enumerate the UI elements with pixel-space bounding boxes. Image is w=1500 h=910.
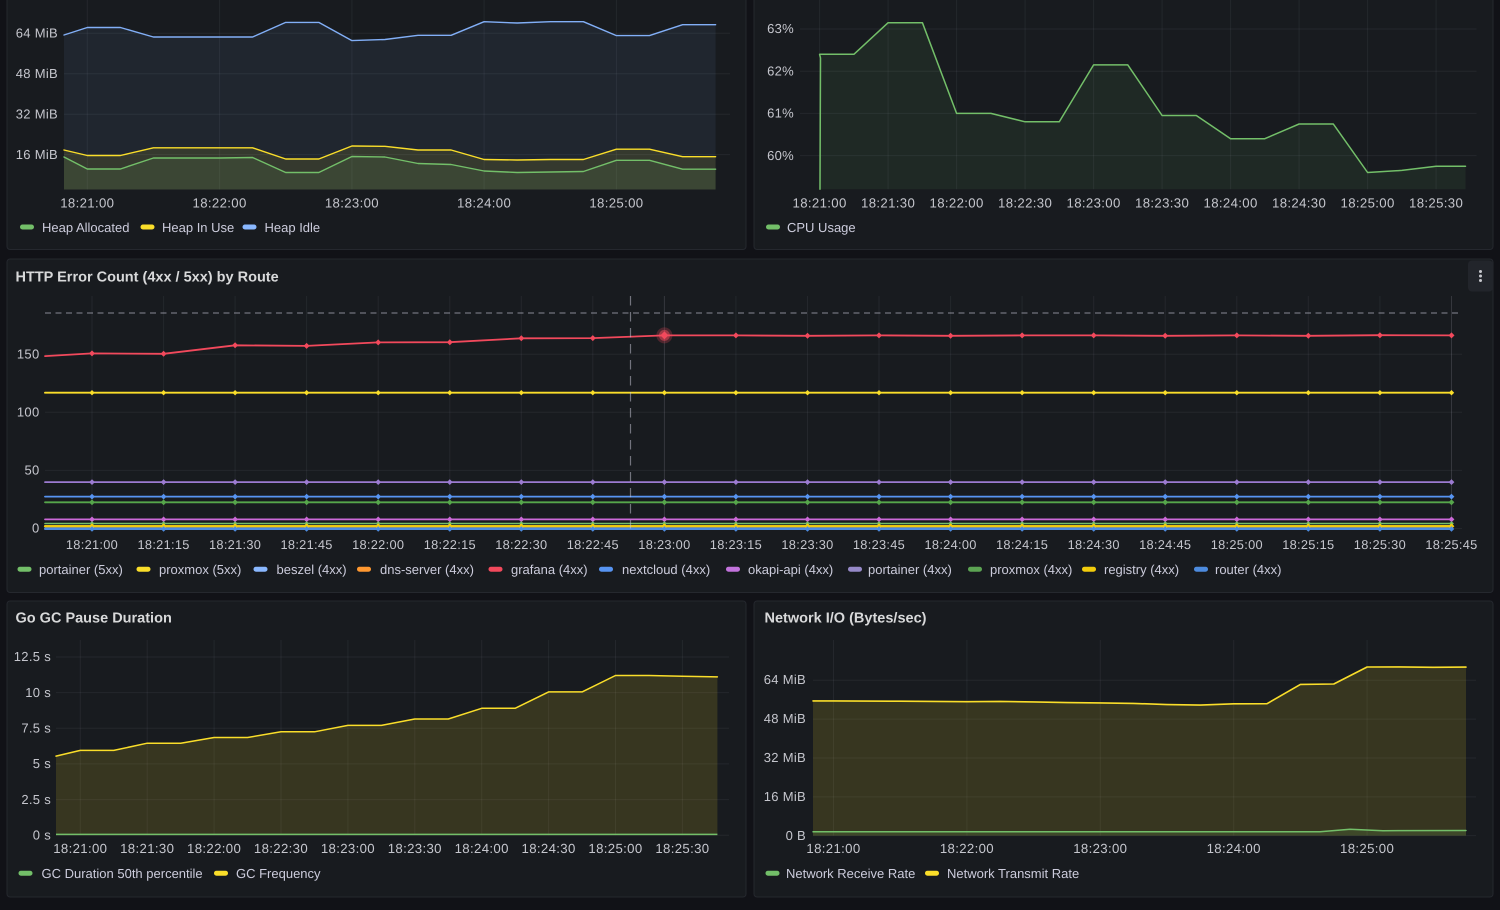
svg-text:Heap Allocated: Heap Allocated [42,220,129,235]
svg-text:18:24:00: 18:24:00 [1204,196,1258,211]
svg-text:18:23:30: 18:23:30 [781,537,833,552]
svg-text:32 MiB: 32 MiB [764,750,806,765]
svg-text:50: 50 [24,463,39,478]
svg-text:18:23:00: 18:23:00 [1073,841,1127,856]
svg-text:18:22:15: 18:22:15 [424,537,476,552]
svg-text:60%: 60% [767,148,794,163]
svg-text:48 MiB: 48 MiB [16,66,58,81]
svg-text:18:25:30: 18:25:30 [1354,537,1406,552]
svg-text:18:23:00: 18:23:00 [638,537,690,552]
svg-text:18:21:30: 18:21:30 [861,196,915,211]
svg-text:18:21:30: 18:21:30 [209,537,261,552]
svg-text:HTTP Error Count (4xx / 5xx) b: HTTP Error Count (4xx / 5xx) by Route [16,270,279,286]
svg-text:12.5 s: 12.5 s [14,649,51,664]
svg-text:nextcloud (4xx): nextcloud (4xx) [622,562,710,577]
svg-text:18:22:45: 18:22:45 [567,537,619,552]
svg-text:18:21:00: 18:21:00 [793,196,847,211]
svg-text:18:24:00: 18:24:00 [457,196,511,211]
svg-text:18:21:30: 18:21:30 [120,841,174,856]
svg-text:GC Frequency: GC Frequency [236,866,321,881]
svg-text:18:25:30: 18:25:30 [1409,196,1463,211]
svg-text:61%: 61% [767,106,794,121]
svg-text:18:25:15: 18:25:15 [1282,537,1334,552]
svg-text:18:21:15: 18:21:15 [137,537,189,552]
svg-text:proxmox (4xx): proxmox (4xx) [990,562,1072,577]
svg-text:Go GC Pause Duration: Go GC Pause Duration [16,611,172,627]
svg-text:18:23:00: 18:23:00 [325,196,379,211]
svg-text:18:25:00: 18:25:00 [1341,196,1395,211]
svg-text:18:22:00: 18:22:00 [940,841,994,856]
svg-text:18:22:00: 18:22:00 [193,196,247,211]
svg-text:18:25:45: 18:25:45 [1425,537,1477,552]
svg-text:0: 0 [32,521,40,536]
svg-text:portainer (5xx): portainer (5xx) [39,562,123,577]
svg-text:GC Duration 50th percentile: GC Duration 50th percentile [42,866,203,881]
svg-text:18:24:45: 18:24:45 [1139,537,1191,552]
svg-text:5 s: 5 s [33,756,51,771]
svg-text:18:21:00: 18:21:00 [806,841,860,856]
svg-text:beszel (4xx): beszel (4xx) [277,562,347,577]
svg-text:18:23:15: 18:23:15 [710,537,762,552]
svg-text:64 MiB: 64 MiB [764,672,806,687]
svg-text:48 MiB: 48 MiB [764,711,806,726]
svg-text:16 MiB: 16 MiB [16,147,58,162]
svg-text:63%: 63% [767,21,794,36]
svg-text:18:24:00: 18:24:00 [924,537,976,552]
svg-text:100: 100 [17,405,40,420]
svg-text:18:25:30: 18:25:30 [655,841,709,856]
svg-text:dns-server (4xx): dns-server (4xx) [380,562,474,577]
svg-text:18:21:00: 18:21:00 [60,196,114,211]
svg-text:18:22:30: 18:22:30 [495,537,547,552]
svg-text:32 MiB: 32 MiB [16,106,58,121]
svg-text:2.5 s: 2.5 s [21,792,51,807]
svg-text:62%: 62% [767,63,794,78]
svg-text:150: 150 [17,347,40,362]
svg-text:proxmox (5xx): proxmox (5xx) [159,562,241,577]
svg-text:18:21:00: 18:21:00 [53,841,107,856]
svg-text:18:24:00: 18:24:00 [1207,841,1261,856]
svg-text:18:25:00: 18:25:00 [1211,537,1263,552]
svg-text:Heap Idle: Heap Idle [265,220,321,235]
svg-text:16 MiB: 16 MiB [764,789,806,804]
svg-text:18:25:00: 18:25:00 [589,196,643,211]
svg-text:18:25:00: 18:25:00 [588,841,642,856]
svg-text:18:23:30: 18:23:30 [1135,196,1189,211]
svg-text:18:23:00: 18:23:00 [1067,196,1121,211]
svg-text:18:22:30: 18:22:30 [254,841,308,856]
svg-text:18:24:30: 18:24:30 [522,841,576,856]
svg-text:10 s: 10 s [25,685,51,700]
svg-text:Network Transmit Rate: Network Transmit Rate [947,866,1079,881]
svg-text:CPU Usage: CPU Usage [787,220,856,235]
svg-text:18:22:00: 18:22:00 [930,196,984,211]
svg-text:18:21:00: 18:21:00 [66,537,118,552]
svg-text:18:22:00: 18:22:00 [187,841,241,856]
svg-text:18:22:30: 18:22:30 [998,196,1052,211]
svg-text:18:23:00: 18:23:00 [321,841,375,856]
svg-text:okapi-api (4xx): okapi-api (4xx) [748,562,833,577]
svg-text:18:24:15: 18:24:15 [996,537,1048,552]
svg-text:Heap In Use: Heap In Use [162,220,234,235]
svg-text:18:23:30: 18:23:30 [388,841,442,856]
svg-text:Network Receive Rate: Network Receive Rate [786,866,915,881]
svg-text:18:24:30: 18:24:30 [1068,537,1120,552]
svg-text:grafana (4xx): grafana (4xx) [511,562,588,577]
svg-text:18:22:00: 18:22:00 [352,537,404,552]
svg-text:64 MiB: 64 MiB [16,25,58,40]
svg-text:18:24:00: 18:24:00 [455,841,509,856]
svg-text:registry (4xx): registry (4xx) [1104,562,1179,577]
svg-text:0 s: 0 s [33,827,51,842]
svg-text:7.5 s: 7.5 s [21,721,51,736]
svg-text:18:21:45: 18:21:45 [280,537,332,552]
svg-text:portainer (4xx): portainer (4xx) [868,562,952,577]
svg-text:0 B: 0 B [786,828,806,843]
svg-text:18:24:30: 18:24:30 [1272,196,1326,211]
svg-text:Network I/O (Bytes/sec): Network I/O (Bytes/sec) [765,611,927,627]
svg-text:18:23:45: 18:23:45 [853,537,905,552]
svg-text:18:25:00: 18:25:00 [1340,841,1394,856]
svg-text:router (4xx): router (4xx) [1215,562,1281,577]
